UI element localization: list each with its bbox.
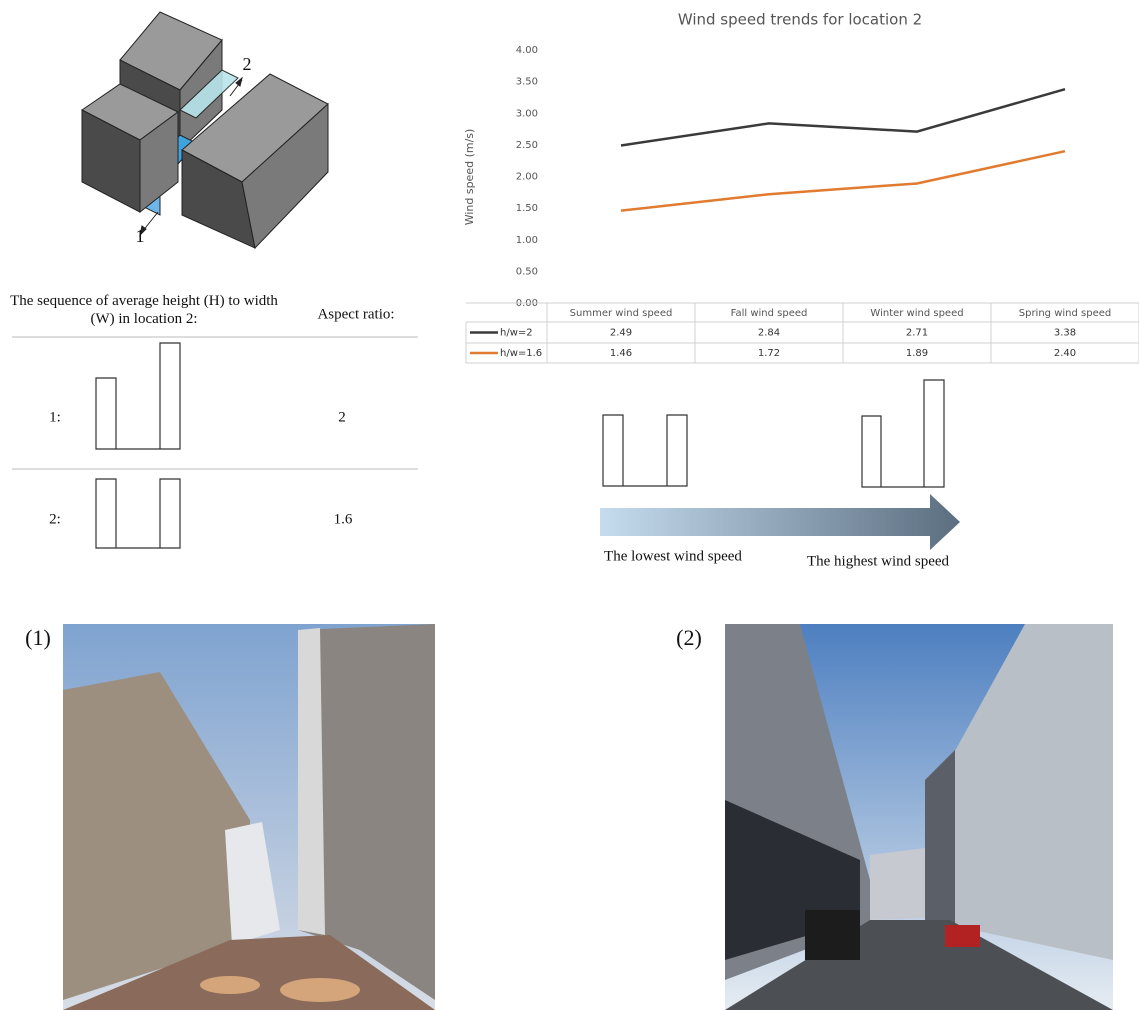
row-label: 2: [49, 511, 61, 527]
arrow-label: The lowest wind speed [604, 548, 742, 564]
photo [725, 624, 1113, 1010]
y-tick-label: 2.00 [516, 172, 538, 183]
photo-label: (2) [676, 625, 702, 650]
y-tick-label: 3.50 [516, 77, 538, 88]
table-value: 2.84 [758, 328, 780, 339]
x-tick-label: Winter wind speed [870, 308, 963, 319]
table-value: 2.71 [906, 328, 928, 339]
x-tick-label: Fall wind speed [731, 308, 808, 319]
x-tick-label: Summer wind speed [570, 308, 673, 319]
y-tick-label: 1.00 [516, 235, 538, 246]
y-tick-label: 0.50 [516, 266, 538, 277]
x-tick-label: Spring wind speed [1019, 308, 1111, 319]
diagram-label: 1 [136, 226, 145, 246]
aspect-ratio: 2 [338, 409, 346, 425]
legend-label: h/w=1.6 [500, 348, 542, 359]
block-diagram [81, 11, 329, 250]
y-tick-label: 1.50 [516, 203, 538, 214]
trend-arrow [600, 494, 960, 550]
photo-label: (1) [25, 625, 51, 650]
row-label: 1: [49, 409, 61, 425]
street-profiles [95, 342, 945, 549]
table-value: 2.40 [1054, 348, 1076, 359]
table-header: The sequence of average height (H) to wi… [10, 293, 278, 327]
series-line [620, 149, 1066, 212]
y-tick-label: 3.00 [516, 108, 538, 119]
y-tick-label: 2.50 [516, 140, 538, 151]
series-line [620, 88, 1066, 147]
aspect-ratio: 1.6 [334, 511, 353, 527]
photo [63, 624, 435, 1010]
table-value: 1.46 [610, 348, 632, 359]
legend-label: h/w=2 [500, 328, 533, 339]
chart-title: Wind speed trends for location 2 [678, 11, 922, 29]
table-value: 3.38 [1054, 328, 1076, 339]
table-value: 1.72 [758, 348, 780, 359]
table-value: 2.49 [610, 328, 632, 339]
table-header: Aspect ratio: [317, 306, 394, 322]
diagram-label: 2 [243, 54, 252, 74]
y-axis-label: Wind speed (m/s) [463, 129, 476, 226]
arrow-label: The highest wind speed [807, 553, 950, 569]
table-value: 1.89 [906, 348, 928, 359]
y-tick-label: 4.00 [516, 45, 538, 56]
